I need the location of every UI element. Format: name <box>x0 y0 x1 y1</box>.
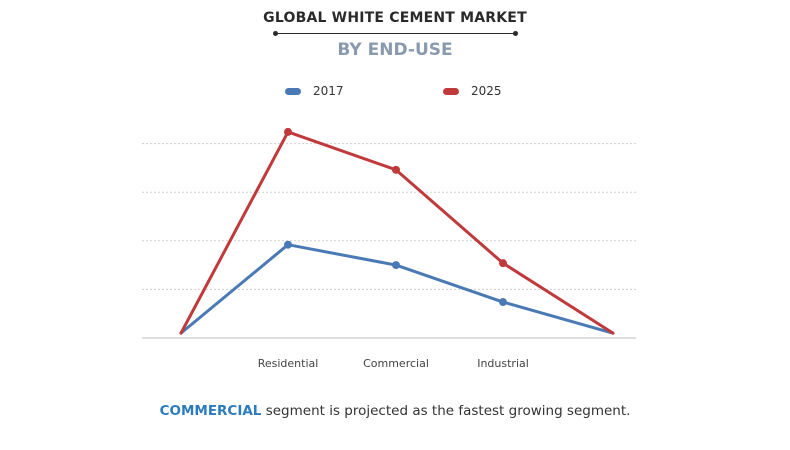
x-tick-label: Residential <box>258 357 319 370</box>
legend-label-2017: 2017 <box>313 84 344 98</box>
data-point-2025-industrial <box>499 259 507 268</box>
title-divider <box>273 31 518 36</box>
legend-label-2025: 2025 <box>471 84 502 98</box>
data-point-2017-industrial <box>499 298 507 307</box>
legend-item-2017: 2017 <box>285 84 344 98</box>
footnote-text: segment is projected as the fastest grow… <box>261 403 631 419</box>
legend-swatch-2025 <box>443 87 459 95</box>
data-point-2017-residential <box>284 240 292 249</box>
x-tick-label: Industrial <box>477 357 529 370</box>
legend-swatch-2017 <box>285 87 301 95</box>
x-tick-label: Commercial <box>363 357 429 370</box>
legend-item-2025: 2025 <box>443 84 502 98</box>
data-point-2017-commercial <box>392 261 400 270</box>
chart-footnote: COMMERCIAL segment is projected as the f… <box>0 403 790 419</box>
data-point-2025-commercial <box>392 165 400 174</box>
data-point-2025-residential <box>284 127 292 136</box>
chart-title: GLOBAL WHITE CEMENT MARKET <box>263 10 527 26</box>
series-line-2017 <box>179 243 615 335</box>
footnote-highlight: COMMERCIAL <box>159 403 262 419</box>
chart-subtitle: BY END-USE <box>337 40 453 60</box>
series-line-2025 <box>179 130 615 335</box>
